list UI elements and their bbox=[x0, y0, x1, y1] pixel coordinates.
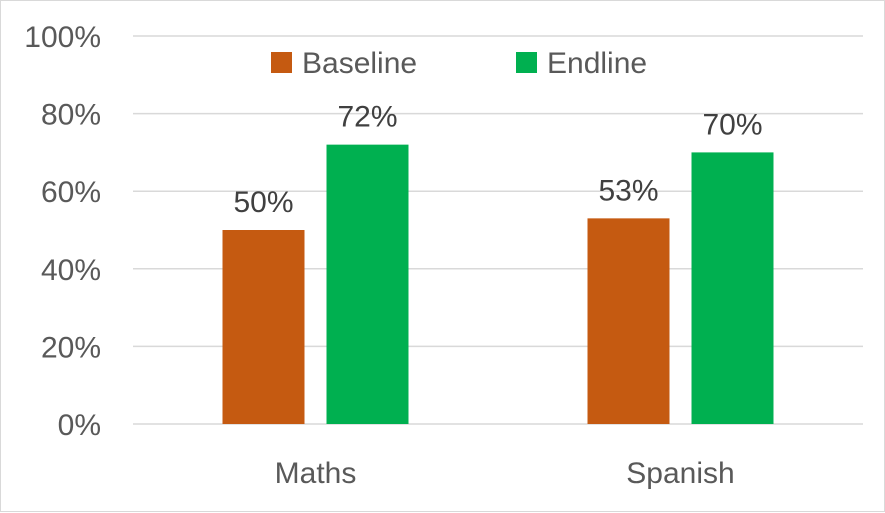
data-label: 72% bbox=[337, 101, 397, 134]
y-tick-label: 100% bbox=[24, 21, 101, 54]
legend-swatch-endline bbox=[516, 52, 537, 73]
x-category-label: Spanish bbox=[626, 457, 734, 490]
y-tick-label: 20% bbox=[41, 331, 101, 364]
bar-endline-spanish bbox=[691, 152, 774, 424]
data-label: 53% bbox=[598, 174, 658, 207]
x-category-label: Maths bbox=[275, 457, 357, 490]
data-label: 50% bbox=[233, 186, 293, 219]
y-tick-label: 0% bbox=[58, 409, 101, 442]
y-tick-label: 80% bbox=[41, 99, 101, 132]
x-axis-category-labels: Maths Spanish bbox=[275, 457, 735, 490]
bar-endline-maths bbox=[326, 144, 409, 424]
data-label: 70% bbox=[702, 108, 762, 141]
bar-baseline-spanish bbox=[587, 218, 670, 424]
legend-label: Endline bbox=[547, 47, 647, 80]
data-labels: 50% 72% 53% 70% bbox=[233, 101, 762, 219]
legend-label: Baseline bbox=[302, 47, 417, 80]
y-tick-label: 60% bbox=[41, 176, 101, 209]
bars bbox=[222, 144, 774, 424]
y-tick-label: 40% bbox=[41, 254, 101, 287]
bar-baseline-maths bbox=[222, 230, 305, 424]
legend-swatch-baseline bbox=[271, 52, 292, 73]
legend: Baseline Endline bbox=[271, 47, 647, 80]
y-axis-tick-labels: 0% 20% 40% 60% 80% 100% bbox=[24, 21, 101, 442]
